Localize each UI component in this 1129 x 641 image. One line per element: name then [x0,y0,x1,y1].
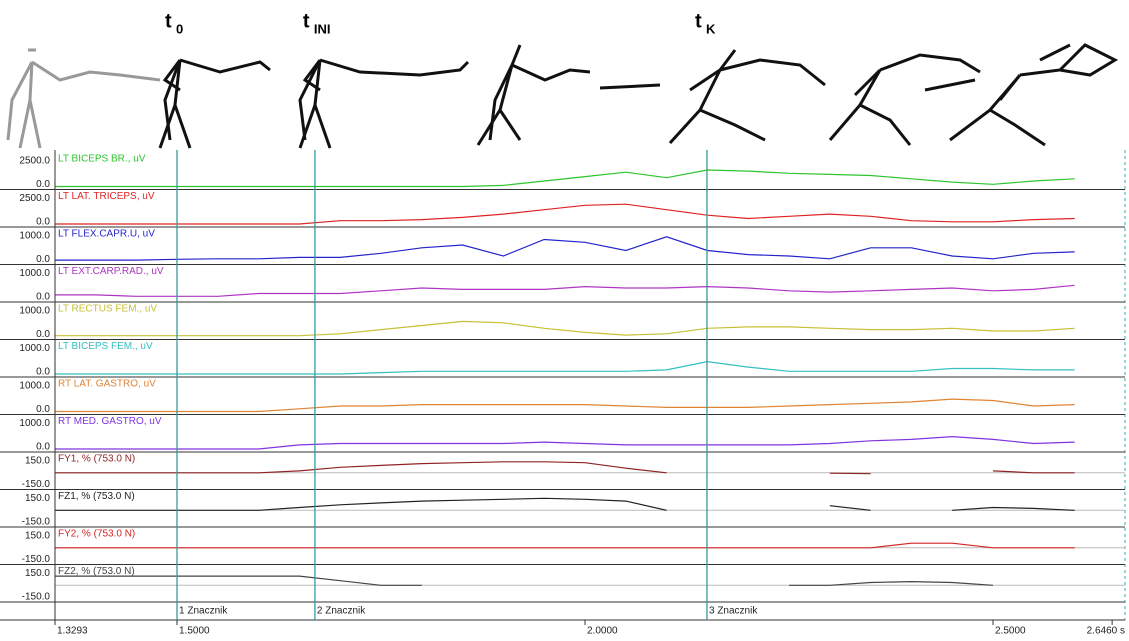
y-tick-label: 1000.0 [19,306,50,317]
stick-figure-limb [31,60,161,82]
annotation-sub: 0 [176,21,183,36]
y-tick-label: 1000.0 [19,418,50,429]
stick-figure-limb [488,64,514,141]
stick-figure-limb [28,61,34,101]
stick-figures [6,43,1119,149]
y-tick-label: 150.0 [25,531,50,542]
annotation-sub: INI [314,21,331,36]
stick-figure-limb [828,103,912,146]
signal-trace [54,435,1075,450]
channel-label: FZ1, % (753.0 N) [58,491,135,502]
marker-label: 3 Znacznik [709,606,758,617]
signal-trace [54,461,1075,475]
stick-figure-limb [949,108,1046,147]
y-tick-label: -150.0 [22,592,51,603]
y-tick-label: 2500.0 [19,193,50,204]
channel-label: FY2, % (753.0 N) [58,529,135,540]
stick-figure-limb [1039,43,1071,62]
stick-figure-limb [18,99,42,149]
y-tick-label: 0.0 [36,329,50,340]
stick-figure-limb [689,68,721,92]
stick-figure-limb [319,58,470,77]
y-tick-label: 0.0 [36,254,50,265]
stick-figure-limb [879,53,981,74]
marker-label: 1 Znacznik [179,606,228,617]
stick-figure-limb [6,61,34,141]
signal-trace [54,360,1075,375]
stick-figure-limb [179,58,271,74]
x-tick-label: 2.5000 [995,626,1026,636]
y-tick-label: 0.0 [36,179,50,190]
stick-figure-limb [298,59,322,141]
annotation-sub: K [706,21,716,36]
stick-figure-limb [853,68,882,97]
annotation-base: t [695,10,702,32]
x-tick-label: 1.5000 [179,626,210,636]
annotation-base: t [303,10,310,32]
channel-label: FY1, % (753.0 N) [58,454,135,465]
stick-figure-limb [1019,43,1119,77]
stick-figure-limb [511,63,591,82]
channel-label: FZ2, % (753.0 N) [58,566,135,577]
stick-figure-limb [599,83,661,90]
channel-label: LT BICEPS BR., uV [58,154,146,165]
signal-trace [54,169,1075,188]
signal-trace [54,284,1075,297]
stick-figure-limb [924,78,976,92]
y-tick-label: 150.0 [25,568,50,579]
stick-figure-limb [998,74,1022,101]
stick-figure-limb [698,69,722,111]
stick-figure-limb [668,108,766,145]
marker-label: 2 Znacznik [317,606,366,617]
y-tick-label: 0.0 [36,442,50,453]
x-tick-label: 2.0000 [587,626,618,636]
y-tick-label: -150.0 [22,517,51,528]
annotation-base: t [165,10,172,32]
y-tick-label: 0.0 [36,217,50,228]
stick-figure-limb [173,59,182,106]
y-tick-label: 0.0 [36,367,50,378]
signal-trace [54,542,1075,549]
stick-figure-limb [858,69,882,106]
channel-label: LT EXT.CARP.RAD., uV [58,266,164,277]
y-tick-label: 2500.0 [19,156,50,167]
stick-figure-limb [302,59,322,92]
x-tick-label: 2.6460 s [1087,626,1125,636]
y-tick-label: 0.0 [36,404,50,415]
panel-area [0,150,1129,636]
y-tick-label: 1000.0 [19,343,50,354]
y-tick-label: 150.0 [25,456,50,467]
y-tick-label: -150.0 [22,554,51,565]
stick-figure-limb [718,49,737,71]
x-tick-label: 1.3293 [57,626,88,636]
stick-figure-limb [163,59,182,141]
channel-label: LT RECTUS FEM., uV [58,304,157,315]
signal-trace [54,497,1075,511]
y-tick-label: 1000.0 [19,268,50,279]
signal-trace [54,236,1075,261]
channel-label: LT BICEPS FEM., uV [58,341,153,352]
signal-trace [54,320,1075,337]
stick-figure-limb [158,100,192,149]
y-tick-label: -150.0 [22,479,51,490]
y-tick-label: 1000.0 [19,231,50,242]
stick-figure-limb [719,58,826,87]
y-tick-label: 0.0 [36,292,50,303]
channel-label: LT FLEX.CAPR.U, uV [58,229,155,240]
stick-figure-limb [476,107,522,146]
channel-label: RT LAT. GASTRO, uV [58,379,156,390]
channel-label: LT LAT. TRICEPS, uV [58,191,155,202]
channel-label: RT MED. GASTRO, uV [58,416,162,427]
stick-figure-limb [162,59,182,92]
stick-figure-limb [510,44,522,66]
signal-trace [54,203,1075,225]
signal-trace [54,398,1075,413]
stick-figure-limb [313,59,322,106]
y-tick-label: 150.0 [25,493,50,504]
y-tick-label: 1000.0 [19,381,50,392]
signal-trace [54,575,994,586]
